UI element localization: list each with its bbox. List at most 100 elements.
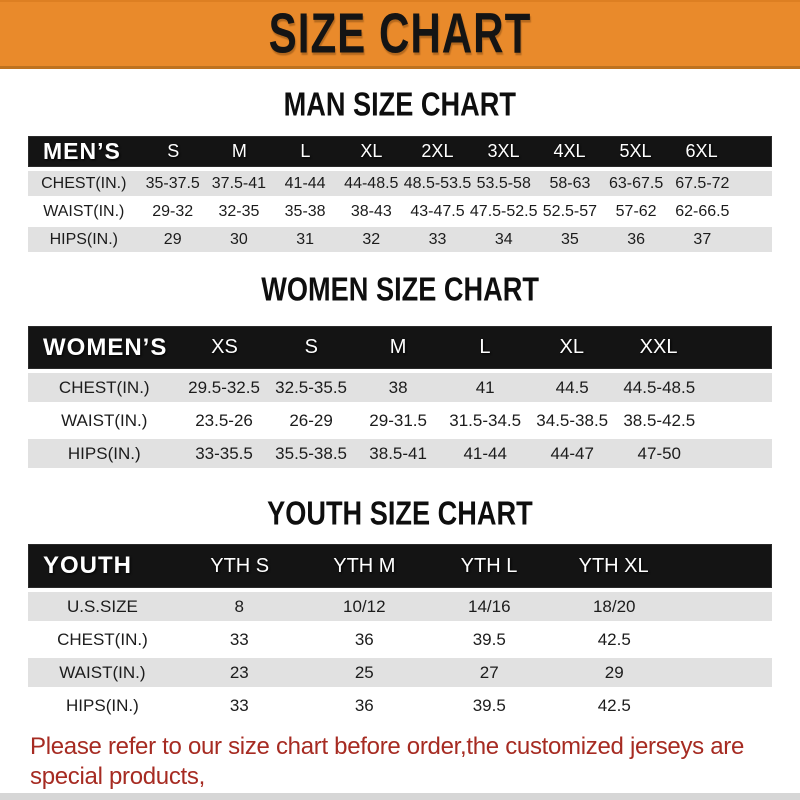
size-value-cell: 36 [627,230,646,248]
size-value-cell: 33 [229,629,249,649]
table-body: CHEST(IN.) 29.5-32.5 32.5-35.5 38 41 44.5 44.5… [28,373,772,468]
size-column-header: 6XL [685,141,718,161]
size-value-cell: 34.5-38.5 [536,410,609,430]
table-row: WAIST(IN.) 23.5-26 26-29 29-31.5 31.5-34.5 34… [28,406,772,435]
size-value-cell: 32.5-35.5 [275,377,347,397]
row-label: WAIST(IN.) [61,410,148,430]
size-value-cell: 33 [229,695,249,715]
size-value-cell: 48.5-53.5 [403,174,472,192]
size-value-cell: 31.5-34.5 [449,410,522,430]
table-row: HIPS(IN.) 29 30 31 32 33 34 35 36 37 [28,227,772,252]
size-value-cell: 34 [494,230,513,248]
size-column-header: M [231,141,247,161]
women-size-table: WOMEN’S XS S M L XL XXL CHEST(IN.) 29.5-32.5 32… [28,326,772,468]
table-header-row: YOUTH YTH S YTH M YTH L YTH XL [28,544,772,588]
size-value-cell: 33 [428,230,447,248]
size-value-cell: 39.5 [472,629,506,649]
size-value-cell: 33-35.5 [195,443,253,463]
size-value-cell: 26-29 [289,410,333,430]
table-category-label: YOUTH [43,552,132,579]
size-value-cell: 32-35 [218,202,260,220]
order-notice: Please refer to our size chart before or… [30,732,800,800]
size-value-cell: 36 [354,695,374,715]
table-category-label: WOMEN’S [43,333,168,361]
women-size-chart-heading: WOMEN SIZE CHART [0,271,800,308]
size-value-cell: 8 [234,596,245,616]
size-value-cell: 32 [362,230,381,248]
table-category-label: MEN’S [43,138,121,164]
size-value-cell: 42.5 [597,629,631,649]
row-label: HIPS(IN.) [49,230,119,248]
size-value-cell: 62-66.5 [675,202,730,220]
heading-text: YOUTH SIZE CHART [267,495,533,532]
size-value-cell: 57-62 [615,202,657,220]
size-value-cell: 23.5-26 [195,410,253,430]
page-title: SIZE CHART [268,1,532,66]
table-row: WAIST(IN.) 29-32 32-35 35-38 38-43 43-47.5 47.… [28,199,772,224]
banner: SIZE CHART [0,0,800,69]
size-value-cell: 35 [561,230,579,248]
bottom-strip [0,793,800,800]
size-value-cell: 36 [354,629,374,649]
size-value-cell: 29-32 [152,202,194,220]
size-column-header: XS [211,336,238,358]
size-value-cell: 58-63 [549,174,591,192]
man-size-chart-heading: MAN SIZE CHART [0,86,800,123]
table-row: HIPS(IN.) 33-35.5 35.5-38.5 38.5-41 41-44 44-… [28,439,772,468]
size-value-cell: 39.5 [472,695,506,715]
table-row: HIPS(IN.) 33 36 39.5 42.5 [28,691,772,720]
order-notice-line-1: Please refer to our size chart before or… [30,733,745,790]
size-value-cell: 14/16 [467,596,511,616]
size-value-cell: 23 [229,662,249,682]
heading-text: WOMEN SIZE CHART [261,271,539,308]
size-column-header: 5XL [619,141,652,161]
table-row: CHEST(IN.) 33 36 39.5 42.5 [28,625,772,654]
table-header-row: WOMEN’S XS S M L XL XXL [28,326,772,369]
size-value-cell: 67.5-72 [675,174,730,192]
size-value-cell: 35-37.5 [145,174,200,192]
size-value-cell: 38.5-42.5 [623,410,696,430]
size-value-cell: 38-43 [350,202,392,220]
row-label: CHEST(IN.) [41,174,127,192]
row-label: HIPS(IN.) [66,695,139,715]
size-value-cell: 47.5-52.5 [469,202,538,220]
size-value-cell: 38.5-41 [369,443,427,463]
size-value-cell: 29-31.5 [369,410,427,430]
youth-size-chart-heading: YOUTH SIZE CHART [0,495,800,532]
size-value-cell: 52.5-57 [542,202,598,220]
size-column-header: YTH S [210,554,270,577]
size-column-header: YTH XL [578,554,649,577]
size-value-cell: 38 [388,377,408,397]
size-column-header: 3XL [487,141,520,161]
row-label: CHEST(IN.) [58,377,150,397]
table-header-row: MEN’S S M L XL 2XL 3XL 4XL 5XL 6XL [28,136,772,167]
size-column-header: XL [559,336,584,358]
size-value-cell: 10/12 [343,596,386,616]
man-size-table: MEN’S S M L XL 2XL 3XL 4XL 5XL 6XL CHEST(IN.) 35-… [28,136,772,252]
size-value-cell: 41-44 [284,174,326,192]
size-value-cell: 41 [475,377,495,397]
table-row: U.S.SIZE 8 10/12 14/16 18/20 [28,592,772,621]
size-value-cell: 44-47 [550,443,594,463]
size-value-cell: 44-48.5 [344,174,399,192]
size-value-cell: 25 [354,662,374,682]
size-column-header: L [300,141,311,161]
size-value-cell: 29.5-32.5 [188,377,260,397]
size-value-cell: 44.5 [555,377,589,397]
size-value-cell: 44.5-48.5 [623,377,696,397]
size-column-header: L [479,336,491,358]
size-column-header: YTH L [460,554,518,577]
size-value-cell: 37 [693,230,712,248]
size-value-cell: 30 [230,230,248,248]
size-value-cell: 47-50 [637,443,682,463]
size-value-cell: 35-38 [284,202,326,220]
size-value-cell: 35.5-38.5 [275,443,347,463]
table-row: WAIST(IN.) 23 25 27 29 [28,658,772,687]
size-value-cell: 27 [479,662,499,682]
size-column-header: S [304,336,318,358]
size-column-header: 4XL [553,141,586,161]
youth-size-chart-section: YOUTH SIZE CHART YOUTH YTH S YTH M YTH L YT… [0,495,800,720]
row-label: CHEST(IN.) [57,629,148,649]
size-value-cell: 29 [163,230,182,248]
table-body: U.S.SIZE 8 10/12 14/16 18/20 CHEST(IN.) 33 36 39… [28,592,772,720]
